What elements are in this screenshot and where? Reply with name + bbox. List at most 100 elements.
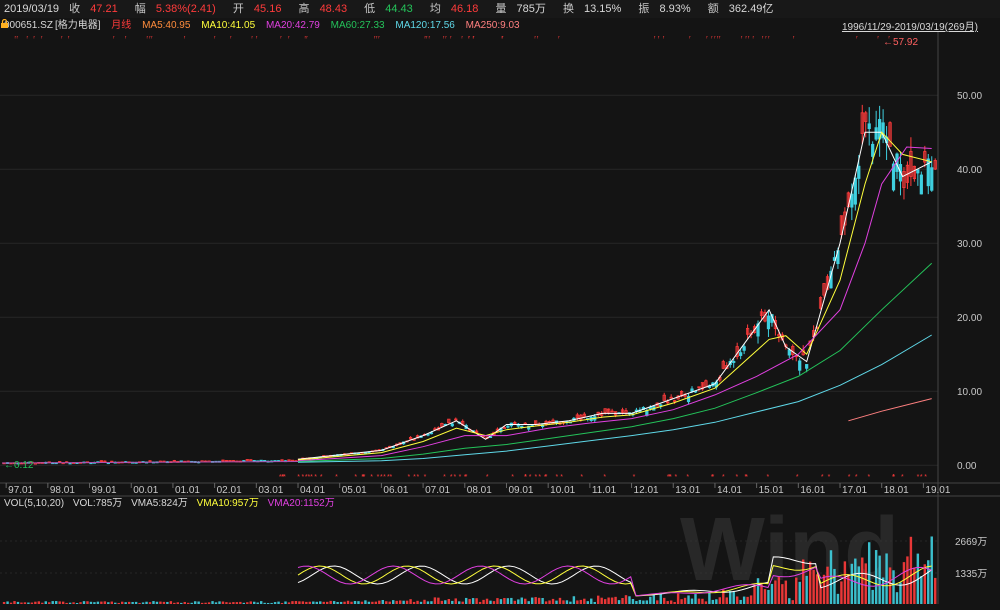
lock-icon[interactable] bbox=[0, 19, 9, 28]
volume-bar bbox=[430, 601, 433, 604]
period-selector[interactable]: 月线 bbox=[111, 20, 132, 31]
volume-bar bbox=[6, 601, 9, 604]
volume-bar bbox=[864, 563, 867, 604]
stock-name: [格力电器] bbox=[54, 20, 101, 31]
volume-bar bbox=[392, 600, 395, 604]
date-range-link[interactable]: 1996/11/29-2019/03/19(269月) bbox=[841, 22, 978, 33]
signal-mark-bottom: * bbox=[556, 474, 559, 481]
volume-bar bbox=[819, 584, 822, 604]
volume-bar bbox=[444, 600, 447, 604]
volume-bar bbox=[121, 601, 124, 604]
volume-bar bbox=[124, 602, 127, 604]
volume-bar bbox=[555, 600, 558, 604]
candle-body bbox=[620, 409, 625, 414]
volume-bar bbox=[666, 601, 669, 604]
amplitude-value: 8.93% bbox=[659, 3, 691, 15]
time-tick-label: 14.01 bbox=[717, 485, 742, 496]
candle-body bbox=[447, 418, 451, 424]
volume-bar bbox=[676, 593, 680, 604]
signal-mark-bottom: * bbox=[464, 474, 467, 481]
volume-bar bbox=[902, 562, 906, 604]
signal-mark-top: ᵣ bbox=[450, 33, 452, 40]
volume-bar bbox=[659, 593, 662, 604]
ma250-legend: MA250:9.03 bbox=[465, 20, 520, 31]
volume-bar bbox=[499, 599, 503, 604]
volume-bar bbox=[475, 598, 478, 604]
volume-bar bbox=[325, 601, 329, 604]
volume-bar bbox=[82, 601, 86, 604]
time-tick-label: 09.01 bbox=[508, 485, 533, 496]
volume-bar bbox=[603, 599, 607, 604]
volume-bar bbox=[725, 597, 728, 604]
volume-bar bbox=[419, 601, 423, 604]
time-tick-label: 19.01 bbox=[925, 485, 950, 496]
signal-mark-top: ᵣ bbox=[752, 33, 754, 40]
signal-mark-top: ᵣ bbox=[33, 33, 35, 40]
volume-bar bbox=[735, 596, 739, 604]
candle-body bbox=[822, 283, 826, 296]
vol-value: VOL:785万 bbox=[72, 498, 123, 509]
volume-value: 785万 bbox=[516, 3, 546, 15]
signal-mark-top: ᵣ bbox=[151, 33, 153, 40]
signal-mark-top: ᵣ bbox=[184, 33, 186, 40]
volume-bar bbox=[197, 601, 200, 604]
volume-bar bbox=[458, 601, 461, 604]
volume-bar bbox=[270, 602, 273, 604]
volume-bar bbox=[381, 600, 385, 604]
signal-mark-top: ᵣ bbox=[558, 33, 560, 40]
candle-body bbox=[686, 395, 691, 403]
volume-bar bbox=[895, 592, 899, 604]
volume-bar bbox=[259, 601, 263, 604]
signal-mark-top: ᵣ bbox=[14, 33, 16, 40]
volume-bar bbox=[739, 599, 742, 604]
candle-body bbox=[610, 410, 614, 413]
volume-bar bbox=[808, 561, 812, 604]
volume-bar bbox=[242, 602, 246, 604]
signal-mark-bottom: * bbox=[744, 474, 747, 481]
volume-bar bbox=[409, 599, 412, 604]
volume-bar bbox=[812, 569, 815, 604]
volume-bar bbox=[638, 599, 642, 604]
volume-bar bbox=[923, 564, 927, 604]
signal-mark-top: ᵣ bbox=[424, 33, 426, 40]
candle-body bbox=[860, 112, 864, 134]
candle-body bbox=[259, 459, 263, 462]
signal-mark-top: ᵣ bbox=[445, 33, 447, 40]
candle-body bbox=[666, 401, 670, 404]
time-tick-label: 15.01 bbox=[759, 485, 784, 496]
volume-bar bbox=[301, 601, 305, 604]
candle-body bbox=[474, 430, 479, 434]
signal-mark-bottom: * bbox=[281, 474, 284, 481]
open-value: 45.16 bbox=[253, 3, 282, 15]
vma-line-0 bbox=[297, 556, 932, 597]
volume-bar bbox=[482, 599, 485, 604]
ma-line-ma5 bbox=[297, 131, 932, 460]
volume-bar bbox=[840, 581, 843, 604]
signal-mark-top: ᵣ bbox=[888, 33, 890, 40]
volume-bar bbox=[590, 598, 593, 604]
candle-body bbox=[603, 408, 607, 413]
volume-bar bbox=[319, 601, 322, 604]
volume-bar bbox=[79, 602, 82, 604]
volume-bar bbox=[51, 601, 54, 604]
signal-mark-bottom: * bbox=[310, 474, 313, 481]
volume-bar bbox=[520, 597, 523, 604]
volume-bar bbox=[339, 601, 343, 604]
signal-mark-bottom: * bbox=[917, 474, 920, 481]
turnover-label: 换 bbox=[562, 3, 574, 15]
volume-bar bbox=[878, 555, 881, 604]
volume-bar bbox=[496, 598, 499, 604]
volume-bar bbox=[822, 574, 826, 604]
time-tick-label: 03.01 bbox=[258, 485, 283, 496]
signal-mark-bottom: * bbox=[544, 474, 547, 481]
candle-body bbox=[923, 151, 927, 163]
signal-mark-top: ᵣ bbox=[741, 33, 743, 40]
signal-mark-top: ᵣ bbox=[711, 33, 713, 40]
volume-bar bbox=[885, 553, 888, 604]
volume-bar bbox=[562, 600, 565, 604]
volume-bar bbox=[329, 600, 332, 604]
signal-mark-bottom: * bbox=[283, 474, 286, 481]
ma-line-ma250 bbox=[848, 398, 932, 422]
signal-mark-top: ᵣ bbox=[719, 33, 721, 40]
